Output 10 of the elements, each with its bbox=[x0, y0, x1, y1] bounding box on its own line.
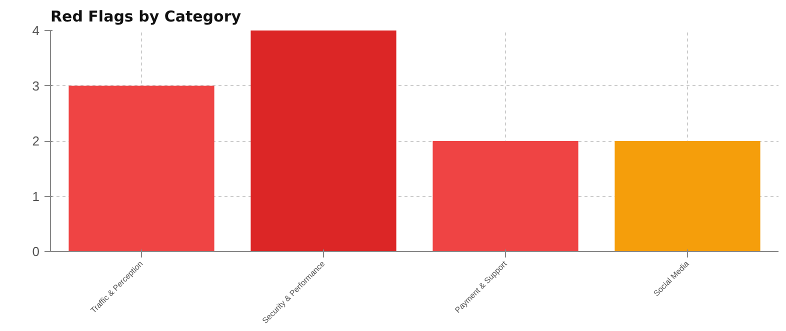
y-tick-label: 4 bbox=[32, 23, 40, 38]
y-tick-label: 1 bbox=[32, 188, 40, 204]
y-tick-label: 0 bbox=[32, 244, 40, 259]
chart-title: Red Flags by Category bbox=[50, 8, 242, 26]
bar bbox=[250, 30, 396, 252]
bar bbox=[614, 141, 760, 252]
y-tick-label: 2 bbox=[32, 134, 40, 148]
bar bbox=[68, 86, 214, 252]
bar bbox=[432, 141, 578, 252]
y-tick-label: 3 bbox=[32, 78, 40, 94]
